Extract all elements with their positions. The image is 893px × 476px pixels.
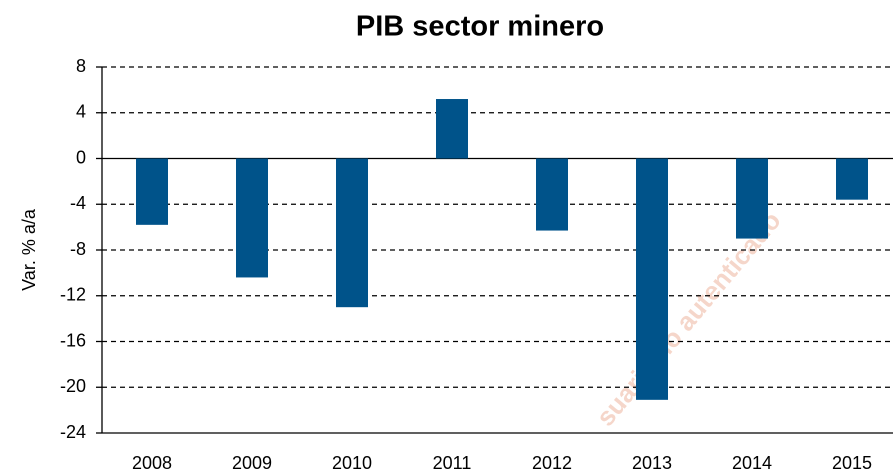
bar <box>136 158 168 225</box>
bar <box>236 158 268 278</box>
y-tick-label: -16 <box>60 330 86 350</box>
y-tick-label: -12 <box>60 285 86 305</box>
y-tick-label: -20 <box>60 376 86 396</box>
x-tick-label: 2014 <box>732 453 772 473</box>
y-tick-label: -8 <box>70 239 86 259</box>
y-tick-label: 4 <box>76 102 86 122</box>
bar <box>336 158 368 308</box>
watermark: suario no autenticado <box>590 206 787 432</box>
x-tick-label: 2012 <box>532 453 572 473</box>
bar <box>736 158 768 239</box>
x-tick-label: 2008 <box>132 453 172 473</box>
x-tick-label: 2013 <box>632 453 672 473</box>
bar <box>436 99 468 159</box>
x-tick-label: 2009 <box>232 453 272 473</box>
y-tick-label: -24 <box>60 422 86 442</box>
bar <box>536 158 568 231</box>
y-tick-label: -4 <box>70 193 86 213</box>
x-tick-label: 2011 <box>433 453 472 473</box>
bar <box>836 158 868 200</box>
y-tick-label: 8 <box>76 56 86 76</box>
chart-title: PIB sector minero <box>356 11 604 43</box>
y-axis-label: Var. % a/a <box>19 208 39 291</box>
y-tick-label: 0 <box>76 147 86 167</box>
bar <box>636 158 668 400</box>
x-tick-label: 2015 <box>832 453 872 473</box>
x-tick-label: 2010 <box>332 453 372 473</box>
